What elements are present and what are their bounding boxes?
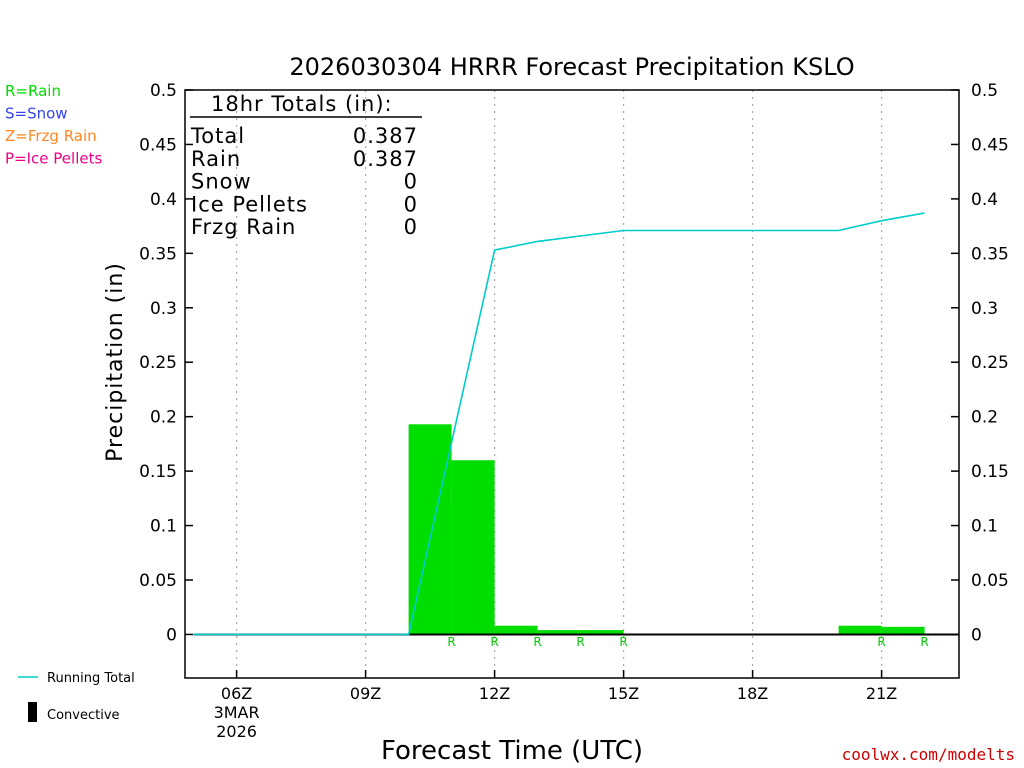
plot-frame (184, 89, 960, 679)
y-tick-label-left: 0.1 (150, 517, 177, 537)
y-tick-label-left: 0.3 (150, 299, 177, 319)
precip-bar (881, 626, 925, 635)
totals-row-label: Total (190, 124, 245, 148)
totals-row-label: Rain (191, 147, 241, 171)
convective-legend-label: Convective (47, 708, 120, 723)
precip-bar (838, 625, 882, 635)
totals-row-value: 0.387 (353, 124, 418, 148)
ptype-label: R (920, 635, 928, 649)
chart-title: 2026030304 HRRR Forecast Precipitation K… (289, 53, 854, 81)
y-tick-label-right: 0.35 (971, 244, 1009, 264)
ptype-legend-item: P=Ice Pellets (5, 150, 102, 168)
y-axis-label: Precipitation (in) (103, 262, 128, 462)
precip-bar (537, 630, 581, 635)
x-tick-label: 18Z (737, 684, 768, 703)
ptype-label: R (576, 635, 584, 649)
x-tick-label: 15Z (608, 684, 639, 703)
y-tick-label-left: 0.25 (139, 353, 177, 373)
y-tick-label-right: 0.1 (971, 517, 998, 537)
y-tick-label-right: 0.45 (971, 135, 1009, 155)
y-tick-label-left: 0.2 (150, 408, 177, 428)
y-axis-left: 0.5 0.45 0.4 0.35 0.3 0.25 0.2 0.15 0.1 0.05 0 (139, 81, 193, 645)
totals-row-value: 0 (404, 215, 418, 239)
ptype-legend-item: S=Snow (5, 105, 68, 123)
totals-row-label: Snow (191, 170, 252, 194)
y-tick-label-right: 0.4 (971, 190, 998, 210)
ptype-label: R (619, 635, 627, 649)
credit-text: coolwx.com/modelts (842, 745, 1015, 764)
y-tick-label-left: 0.45 (139, 135, 177, 155)
totals-row-label: Ice Pellets (191, 192, 308, 216)
precip-bar (580, 630, 624, 635)
totals-box: 18hr Totals (in): Total 0.387 Rain 0.387 Sno… (190, 92, 422, 239)
running-total-line (193, 212, 925, 636)
x-tick-label: 12Z (479, 684, 510, 703)
vertical-grid (236, 90, 883, 678)
totals-row-value: 0 (404, 192, 418, 216)
y-tick-label-right: 0.25 (971, 353, 1009, 373)
y-tick-label-left: 0.15 (139, 462, 177, 482)
totals-row-value: 0 (404, 170, 418, 194)
y-tick-label-right: 0.15 (971, 462, 1009, 482)
y-tick-label-left: 0 (166, 625, 177, 645)
ptype-label: R (877, 635, 885, 649)
y-tick-label-right: 0.5 (971, 81, 998, 101)
y-axis-right: 0.5 0.45 0.4 0.35 0.3 0.25 0.2 0.15 0.1 0.05 0 (951, 81, 1009, 645)
y-tick-label-right: 0.05 (971, 571, 1009, 591)
precip-bar (494, 625, 538, 635)
running-total-polyline (193, 212, 925, 636)
y-tick-label-right: 0 (971, 625, 982, 645)
ptype-legend: R=Rain S=Snow Z=Frzg Rain P=Ice Pellets (5, 82, 102, 168)
totals-row-value: 0.387 (353, 147, 418, 171)
x-tick-year: 2026 (216, 722, 257, 741)
totals-header: 18hr Totals (in): (211, 92, 393, 116)
y-tick-label-right: 0.2 (971, 408, 998, 428)
ptype-legend-item: Z=Frzg Rain (5, 127, 97, 145)
ptype-label: R (490, 635, 498, 649)
running-total-legend-label: Running Total (47, 671, 135, 686)
y-tick-label-left: 0.35 (139, 244, 177, 264)
y-tick-label-left: 0.5 (150, 81, 177, 101)
y-tick-label-right: 0.3 (971, 299, 998, 319)
y-tick-label-left: 0.4 (150, 190, 177, 210)
x-axis-label: Forecast Time (UTC) (381, 736, 643, 766)
x-tick-label: 09Z (350, 684, 381, 703)
totals-row-label: Frzg Rain (191, 215, 296, 239)
precip-bar (451, 460, 495, 635)
x-tick-label: 06Z (221, 684, 252, 703)
x-tick-label: 21Z (866, 684, 897, 703)
ptype-label: R (447, 635, 455, 649)
ptype-legend-item: R=Rain (5, 82, 61, 100)
x-tick-date: 3MAR (214, 703, 260, 722)
y-tick-label-left: 0.05 (139, 571, 177, 591)
bottom-legend: Running Total Convective (18, 671, 135, 723)
convective-swatch (28, 702, 37, 722)
ptype-label: R (533, 635, 541, 649)
precip-bars (408, 424, 925, 635)
